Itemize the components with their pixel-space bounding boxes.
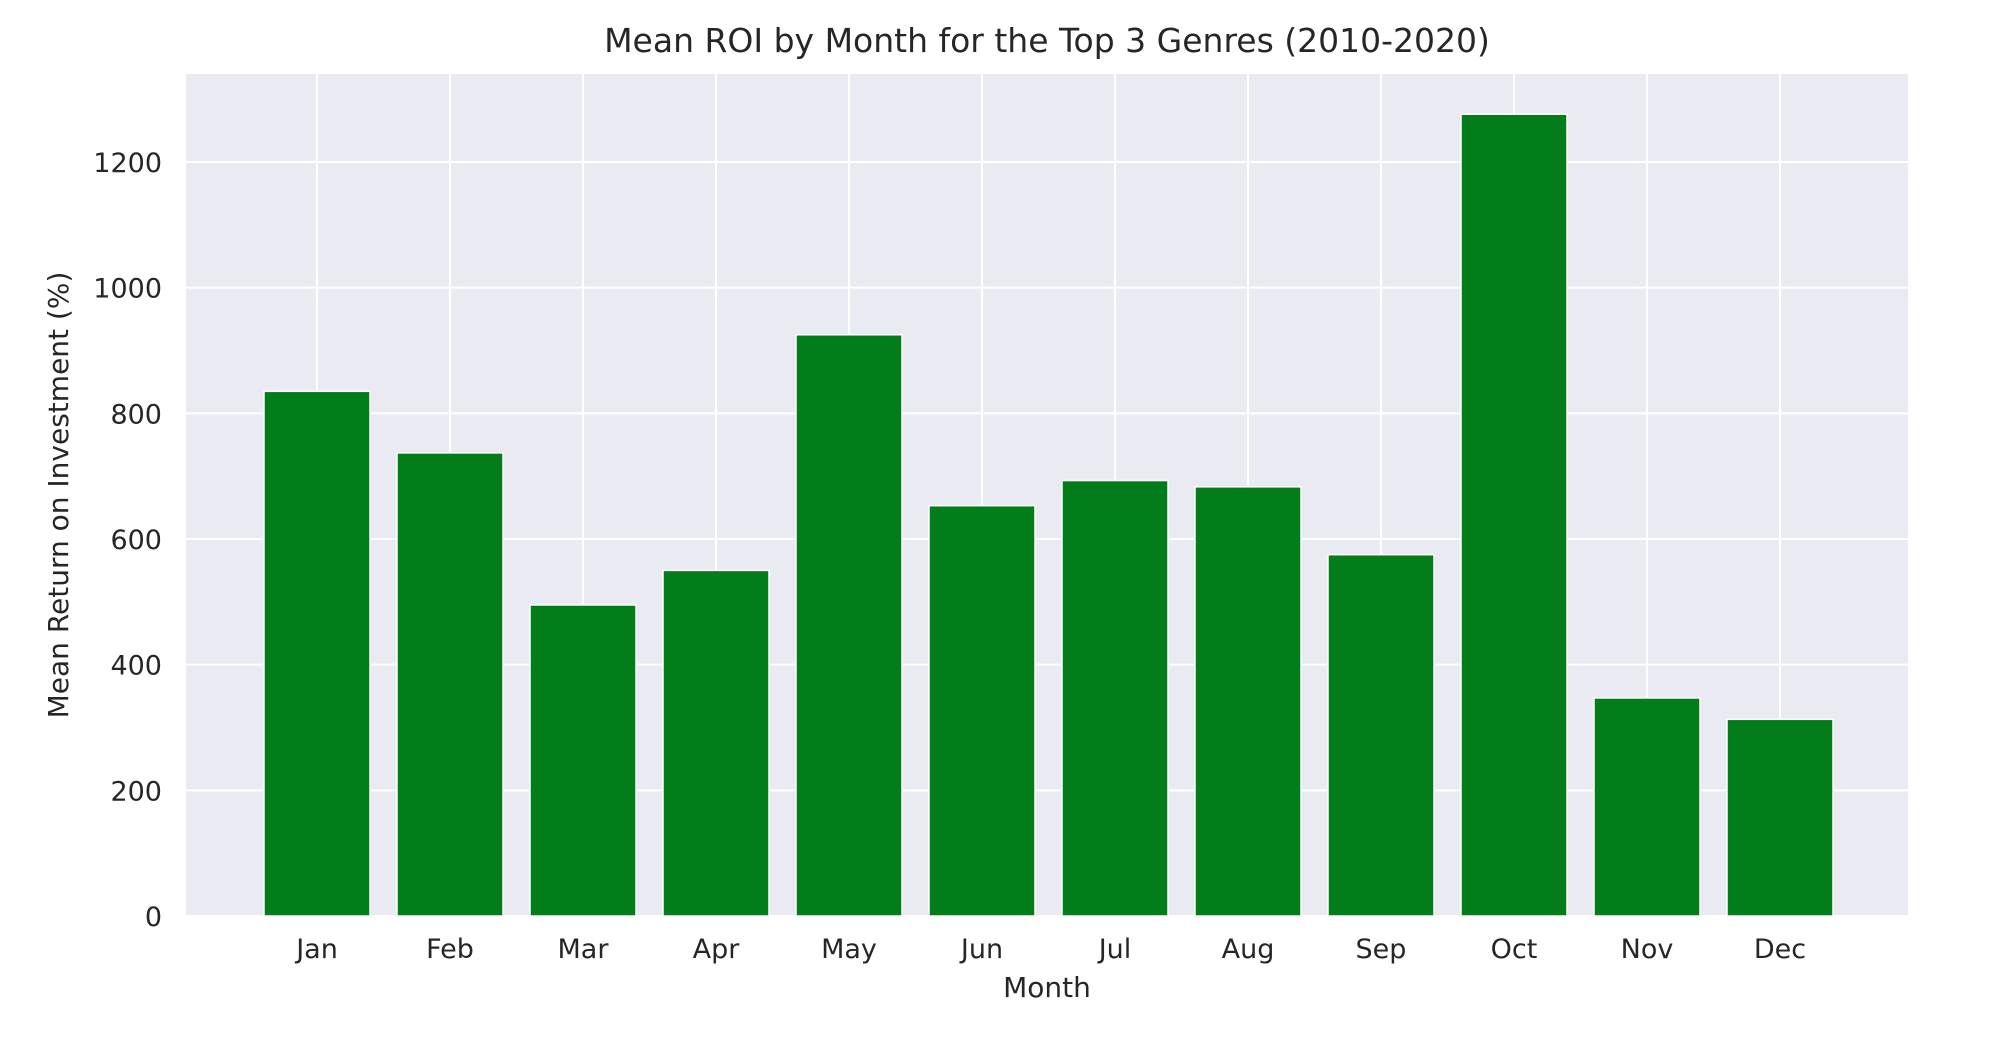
bar-aug [1194, 486, 1302, 917]
y-axis-label: Mean Return on Investment (%) [42, 272, 75, 719]
x-tick-label: Oct [1491, 934, 1538, 965]
bar-jun [928, 504, 1036, 917]
x-tick-label: Nov [1621, 934, 1674, 965]
chart-title: Mean ROI by Month for the Top 3 Genres (… [604, 21, 1490, 60]
bar-may [795, 334, 903, 917]
y-tick-label: 400 [110, 651, 162, 682]
x-axis-label: Month [1003, 971, 1091, 1004]
x-tick-label: Aug [1222, 934, 1275, 965]
bar-jan [263, 390, 371, 917]
bar-dec [1726, 718, 1834, 917]
x-tick-label: Jun [959, 934, 1003, 965]
y-tick-label: 200 [110, 776, 162, 807]
x-tick-label: Jul [1097, 934, 1132, 965]
bar-feb [396, 452, 504, 917]
bar-sep [1327, 553, 1435, 917]
x-tick-label: May [821, 934, 877, 965]
y-tick-label: 1000 [93, 274, 162, 305]
x-tick-label: Dec [1754, 934, 1806, 965]
y-tick-label: 600 [110, 525, 162, 556]
x-tick-label: Jan [294, 934, 338, 965]
x-tick-label: Feb [426, 934, 474, 965]
bars [263, 113, 1834, 917]
bar-apr [662, 569, 770, 917]
x-tick-label: Sep [1356, 934, 1407, 965]
bar-jul [1061, 479, 1169, 917]
bar-oct [1460, 113, 1568, 917]
x-tick-label: Apr [693, 934, 741, 965]
bar-mar [529, 604, 637, 917]
x-tick-label: Mar [558, 934, 610, 965]
y-tick-label: 0 [145, 902, 162, 933]
y-tick-label: 1200 [93, 148, 162, 179]
bar-nov [1593, 697, 1701, 917]
y-tick-label: 800 [110, 399, 162, 430]
y-tick-labels: 0 200 400 600 800 1000 1200 [93, 148, 162, 933]
x-tick-labels: Jan Feb Mar Apr May Jun Jul Aug Sep Oct Nov Dec [294, 934, 1806, 965]
